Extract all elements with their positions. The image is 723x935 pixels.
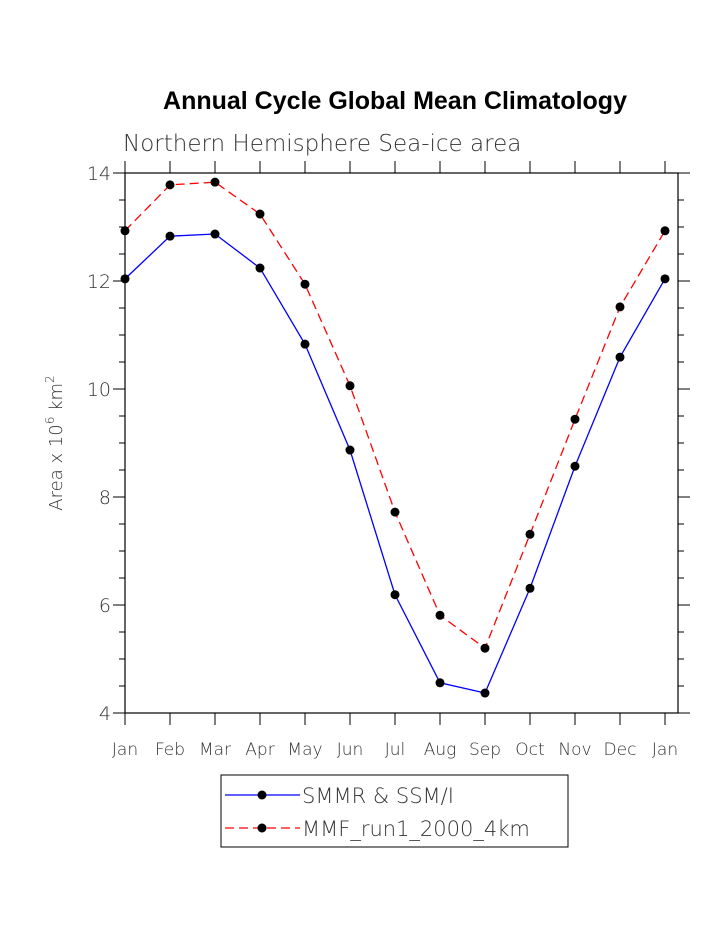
data-point [435, 610, 445, 620]
x-tick-label: Apr [245, 740, 274, 760]
data-point [165, 180, 175, 190]
plot-frame [124, 172, 679, 714]
legend-marker [257, 790, 267, 800]
legend-label: SMMR & SSM/I [302, 784, 454, 808]
x-tick-label: Sep [469, 740, 501, 760]
x-tick-label: Dec [604, 740, 637, 760]
data-point [660, 274, 670, 284]
legend: SMMR & SSM/I MMF_run1_2000_4km [220, 774, 569, 848]
chart-subtitle: Northern Hemisphere Sea-ice area [123, 131, 521, 157]
x-tick-label: Feb [155, 740, 185, 760]
y-axis-label: Area x 106 km2 [43, 375, 67, 510]
data-point [570, 414, 580, 424]
x-tick-label: Aug [424, 740, 457, 760]
data-point [615, 302, 625, 312]
data-point [480, 643, 490, 653]
x-tick-label: Mar [199, 740, 231, 760]
legend-box [220, 774, 569, 848]
data-point [120, 274, 130, 284]
series-line-0 [124, 233, 666, 694]
data-point [570, 461, 580, 471]
data-point [345, 445, 355, 455]
y-tick-label: 8 [99, 487, 111, 509]
y-tick-label: 10 [87, 379, 111, 401]
x-tick-label: Jul [385, 740, 406, 760]
x-tick-label: Jun [337, 740, 364, 760]
data-point [300, 339, 310, 349]
data-point [165, 231, 175, 241]
data-point [210, 229, 220, 239]
data-point [255, 209, 265, 219]
data-point [390, 590, 400, 600]
data-point [525, 583, 535, 593]
data-point [120, 226, 130, 236]
y-tick-label: 6 [99, 595, 111, 617]
data-point [480, 688, 490, 698]
data-point [300, 279, 310, 289]
data-point [615, 352, 625, 362]
data-point [390, 507, 400, 517]
y-tick-label: 12 [87, 271, 111, 293]
data-point [525, 529, 535, 539]
y-tick-label: 14 [87, 163, 111, 185]
data-point [435, 678, 445, 688]
x-tick-label: Jan [112, 740, 138, 760]
x-tick-label: Nov [558, 740, 591, 760]
legend-label: MMF_run1_2000_4km [302, 817, 530, 841]
data-point [345, 381, 355, 391]
y-tick-label: 4 [99, 703, 111, 725]
x-tick-label: May [287, 740, 322, 760]
data-point [210, 177, 220, 187]
x-tick-label: Oct [515, 740, 544, 760]
data-point [660, 226, 670, 236]
legend-marker [257, 823, 267, 833]
data-point [255, 263, 265, 273]
series-line-1 [124, 181, 666, 650]
chart-title: Annual Cycle Global Mean Climatology [163, 87, 627, 115]
x-tick-label: Jan [652, 740, 678, 760]
